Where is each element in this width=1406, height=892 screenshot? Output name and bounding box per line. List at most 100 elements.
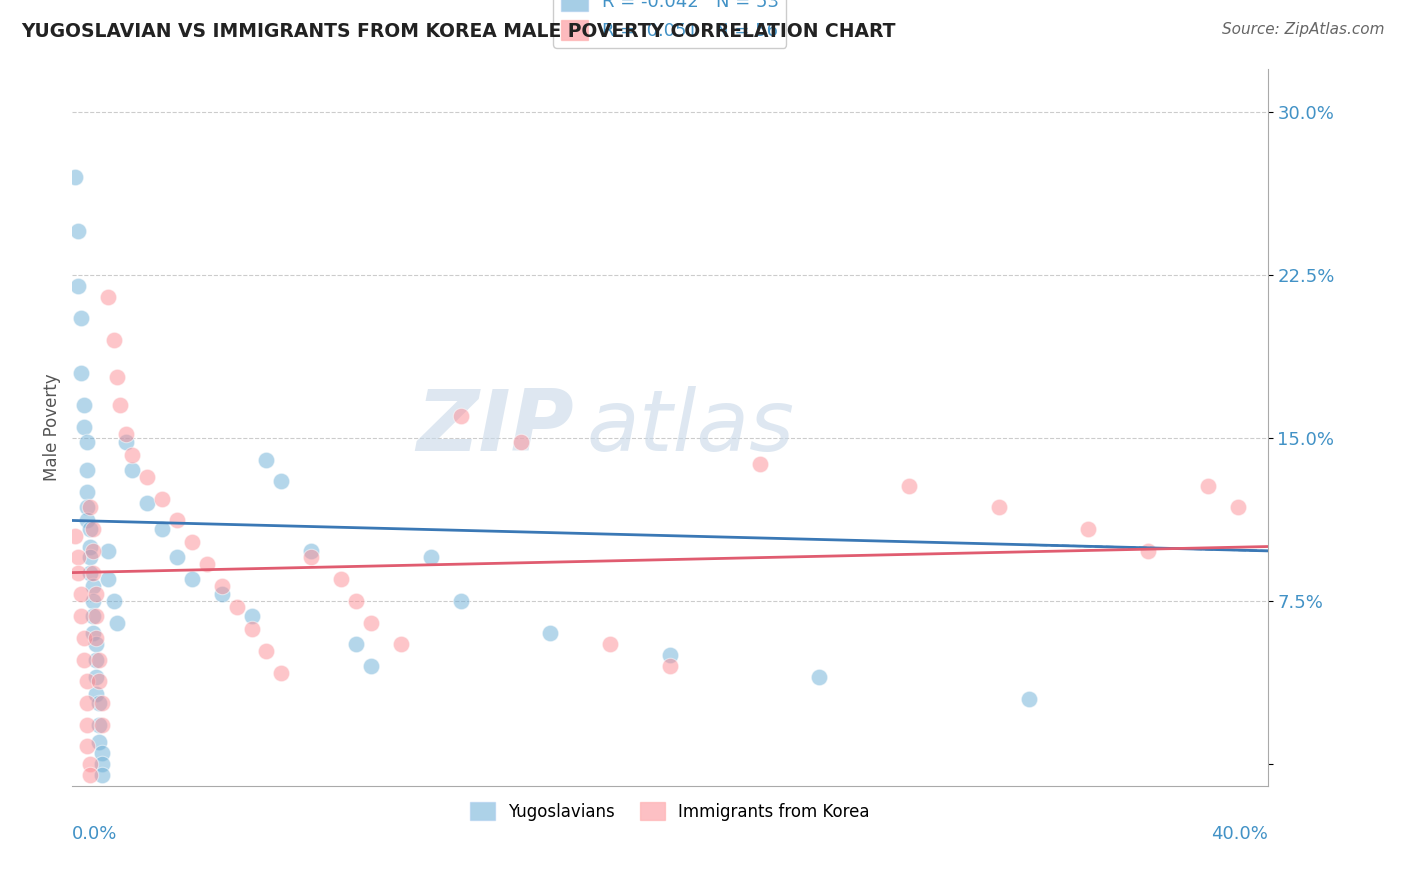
Point [599,637,621,651]
Point [79,566,101,580]
Point [136,496,159,510]
Point [240,622,263,636]
Point [115,426,138,441]
Point [82,579,104,593]
Point [84,637,107,651]
Point [256,452,278,467]
Point [150,491,173,506]
Point [73,631,96,645]
Point [73,398,96,412]
Point [136,470,159,484]
Point [450,594,472,608]
Legend: Yugoslavians, Immigrants from Korea: Yugoslavians, Immigrants from Korea [464,796,876,828]
Point [91,746,114,760]
Point [89,735,111,749]
Point [89,696,111,710]
Text: 40.0%: 40.0% [1211,825,1268,843]
Point [105,615,128,630]
Point [89,674,111,689]
Point [73,652,96,666]
Point [76,739,98,754]
Point [79,550,101,565]
Point [538,626,561,640]
Point [79,500,101,515]
Point [419,550,441,565]
Point [82,594,104,608]
Point [1137,544,1160,558]
Point [121,448,143,462]
Point [270,665,292,680]
Point [76,674,98,689]
Point [76,500,98,515]
Point [97,290,120,304]
Point [211,587,233,601]
Point [76,463,98,477]
Point [91,756,114,771]
Text: Source: ZipAtlas.com: Source: ZipAtlas.com [1222,22,1385,37]
Point [166,550,188,565]
Point [91,717,114,731]
Y-axis label: Male Poverty: Male Poverty [44,373,60,481]
Point [360,659,382,673]
Point [89,717,111,731]
Point [82,566,104,580]
Point [84,609,107,624]
Point [97,544,120,558]
Point [344,637,367,651]
Point [76,513,98,527]
Point [82,522,104,536]
Point [79,540,101,554]
Point [1197,479,1219,493]
Point [91,767,114,781]
Point [82,544,104,558]
Point [67,566,90,580]
Point [103,333,125,347]
Point [67,278,90,293]
Point [299,544,322,558]
Point [180,535,202,549]
Point [84,670,107,684]
Point [79,767,101,781]
Point [97,572,120,586]
Point [748,457,770,471]
Point [89,652,111,666]
Point [70,609,93,624]
Point [195,557,218,571]
Text: atlas: atlas [586,385,794,468]
Point [658,648,681,663]
Point [108,398,131,412]
Point [63,170,86,185]
Point [299,550,322,565]
Point [987,500,1010,515]
Point [82,626,104,640]
Point [240,609,263,624]
Point [389,637,412,651]
Point [76,696,98,710]
Point [82,609,104,624]
Point [103,594,125,608]
Point [344,594,367,608]
Point [84,587,107,601]
Point [225,600,247,615]
Point [808,670,831,684]
Point [79,756,101,771]
Point [256,644,278,658]
Point [115,435,138,450]
Point [76,717,98,731]
Point [70,366,93,380]
Point [105,370,128,384]
Point [450,409,472,424]
Text: YUGOSLAVIAN VS IMMIGRANTS FROM KOREA MALE POVERTY CORRELATION CHART: YUGOSLAVIAN VS IMMIGRANTS FROM KOREA MAL… [21,22,896,41]
Point [76,485,98,500]
Point [166,513,188,527]
Point [84,652,107,666]
Point [658,659,681,673]
Point [91,696,114,710]
Point [70,311,93,326]
Point [67,550,90,565]
Text: ZIP: ZIP [416,385,574,468]
Point [330,572,353,586]
Point [79,522,101,536]
Point [1018,691,1040,706]
Point [70,587,93,601]
